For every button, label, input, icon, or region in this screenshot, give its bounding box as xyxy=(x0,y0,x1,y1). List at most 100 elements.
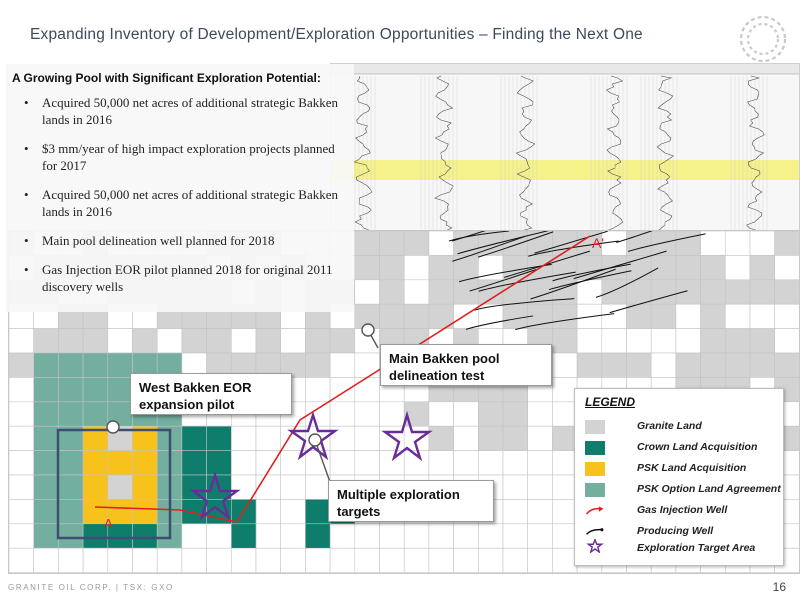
log-trace xyxy=(434,75,454,232)
crown-land-parcel xyxy=(181,425,207,451)
producing-well-trace xyxy=(552,263,631,282)
land-parcel xyxy=(280,328,306,354)
producing-well-trace xyxy=(474,298,575,311)
land-parcel xyxy=(749,303,776,329)
land-parcel xyxy=(675,279,701,305)
land-parcel xyxy=(354,425,380,451)
exploration-target-star-icon xyxy=(381,410,433,462)
land-parcel xyxy=(206,523,232,549)
land-parcel xyxy=(181,523,207,549)
land-parcel xyxy=(82,450,109,476)
land-parcel xyxy=(33,425,59,451)
bullet-dot-icon: • xyxy=(24,233,29,248)
bullet-item: • Acquired 50,000 net acres of additional… xyxy=(24,187,339,219)
land-parcel xyxy=(82,401,109,427)
legend-item-producing-well: Producing Well xyxy=(585,524,780,540)
gas-injection-well-icon xyxy=(585,506,604,515)
land-parcel xyxy=(354,279,380,305)
producing-well-trace xyxy=(457,231,550,255)
land-parcel xyxy=(255,425,282,451)
land-parcel xyxy=(156,547,183,573)
land-parcel xyxy=(749,255,776,281)
land-parcel xyxy=(58,377,84,403)
land-parcel xyxy=(502,401,529,427)
land-parcel xyxy=(774,255,799,281)
land-parcel xyxy=(428,547,454,573)
bullet-dot-icon: • xyxy=(24,95,29,110)
callout-delineation-test: Main Bakken pool delineation test xyxy=(380,344,552,386)
crown-land-parcel xyxy=(181,474,207,500)
well-log-cross-section xyxy=(330,63,800,233)
callout-pin-icon xyxy=(106,420,120,434)
land-parcel xyxy=(305,328,331,354)
map-legend: LEGEND Granite Land Crown Land Acquisiti… xyxy=(574,388,784,566)
land-parcel xyxy=(626,279,652,305)
land-parcel xyxy=(379,255,405,281)
land-parcel xyxy=(354,231,380,256)
callout-eor-pilot: West Bakken EOR expansion pilot xyxy=(130,373,292,415)
land-parcel xyxy=(33,474,59,500)
land-parcel xyxy=(379,279,405,305)
bullet-dot-icon: • xyxy=(24,141,29,156)
land-parcel xyxy=(9,499,35,525)
land-parcel xyxy=(552,547,578,573)
land-parcel xyxy=(305,547,331,573)
land-parcel xyxy=(552,450,578,476)
exploration-target-star-icon xyxy=(189,470,241,521)
legend-item-gas-injection: Gas Injection Well xyxy=(585,503,780,519)
land-parcel xyxy=(354,547,380,573)
land-parcel xyxy=(58,352,84,378)
info-panel: A Growing Pool with Significant Explorat… xyxy=(6,64,354,312)
producing-well-trace xyxy=(609,290,688,314)
land-parcel xyxy=(650,255,677,281)
land-parcel xyxy=(379,523,405,549)
land-parcel xyxy=(502,450,529,476)
legend-item-crown-land: Crown Land Acquisition xyxy=(585,440,780,456)
land-parcel xyxy=(107,328,133,354)
callout-pin-icon xyxy=(308,433,322,447)
producing-well-trace xyxy=(627,233,706,252)
land-parcel xyxy=(255,328,282,354)
land-parcel xyxy=(280,547,306,573)
land-parcel xyxy=(675,231,701,256)
land-parcel xyxy=(724,279,751,305)
land-parcel xyxy=(181,547,207,573)
land-parcel xyxy=(329,523,356,549)
producing-well-trace xyxy=(528,240,619,257)
land-parcel xyxy=(527,401,553,427)
granite-land-swatch-icon xyxy=(585,420,605,434)
land-parcel xyxy=(552,377,578,403)
legend-item-psk-land: PSK Land Acquisition xyxy=(585,461,780,477)
land-parcel xyxy=(58,328,84,354)
exploration-target-legend-star-icon xyxy=(586,539,604,553)
crown-land-parcel xyxy=(181,450,207,476)
land-parcel xyxy=(354,255,380,281)
legend-item-exploration-target: Exploration Target Area xyxy=(585,539,780,557)
psk-land-swatch-icon xyxy=(585,462,605,476)
land-parcel xyxy=(354,450,380,476)
land-parcel xyxy=(724,328,751,354)
land-parcel xyxy=(576,352,603,378)
land-parcel xyxy=(626,328,652,354)
land-parcel xyxy=(527,474,553,500)
land-parcel xyxy=(82,377,109,403)
eor-pilot-outline xyxy=(56,428,172,540)
land-parcel xyxy=(453,401,479,427)
legend-item-granite-land: Granite Land xyxy=(585,419,780,435)
bullet-item: • Acquired 50,000 net acres of additional… xyxy=(24,95,339,127)
legend-item-psk-option: PSK Option Land Agreement xyxy=(585,482,781,498)
land-parcel xyxy=(107,547,133,573)
land-parcel xyxy=(428,279,454,305)
crown-land-parcel xyxy=(206,425,232,451)
land-parcel xyxy=(255,523,282,549)
land-parcel xyxy=(428,401,454,427)
land-parcel xyxy=(280,474,306,500)
land-parcel xyxy=(403,547,430,573)
land-parcel xyxy=(527,425,553,451)
label-a-prime: A' xyxy=(592,235,604,251)
land-parcel xyxy=(58,499,84,525)
land-parcel xyxy=(675,352,701,378)
producing-well-trace xyxy=(478,271,576,292)
land-parcel xyxy=(724,303,751,329)
land-parcel xyxy=(428,255,454,281)
